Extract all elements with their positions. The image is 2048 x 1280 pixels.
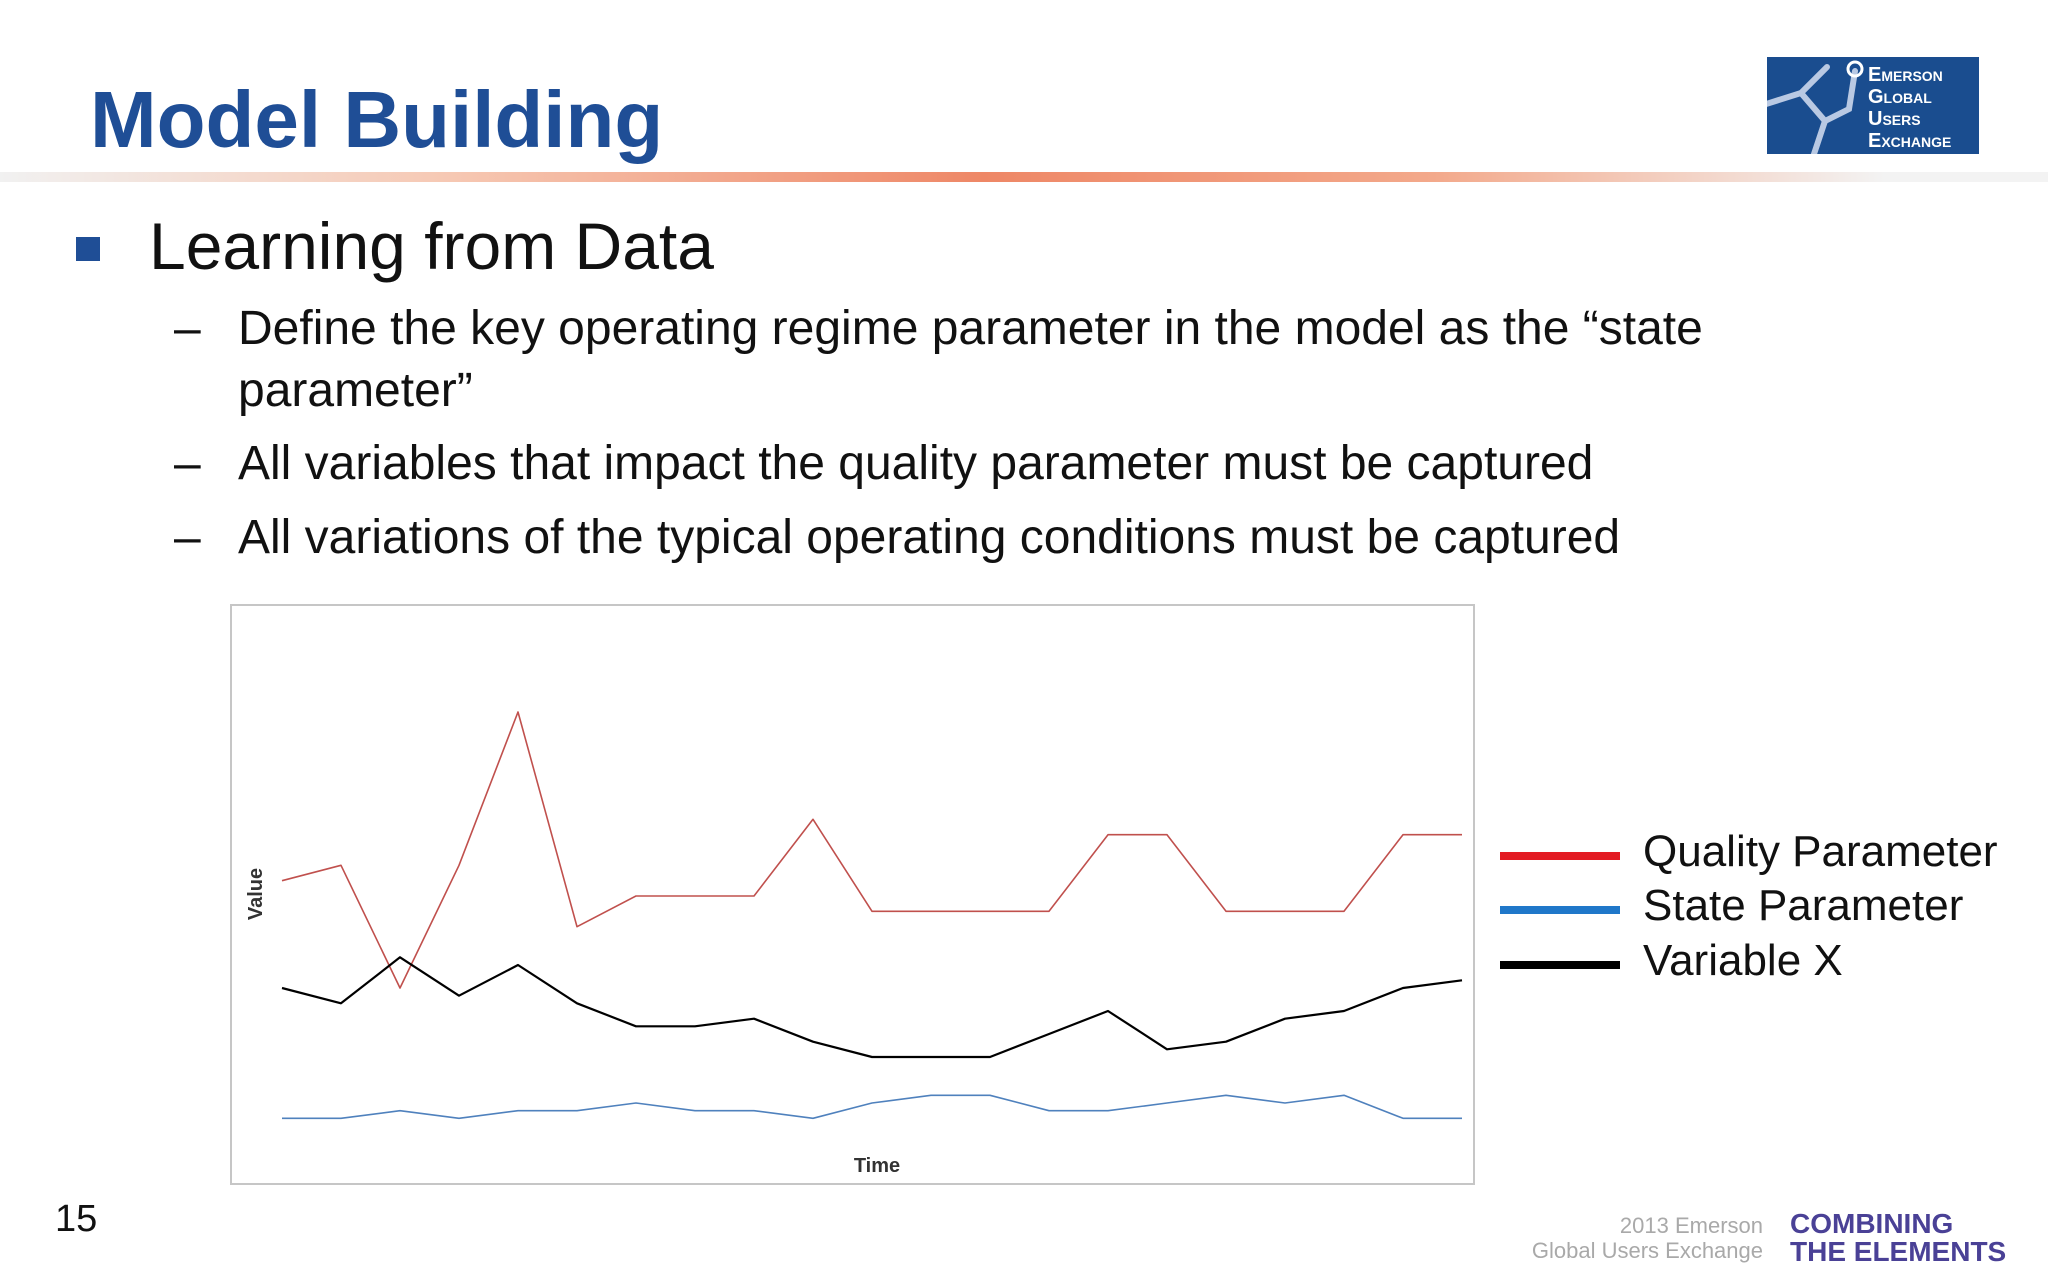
logo-wordmark: Emerson Global Users Exchange <box>1868 64 1951 152</box>
logo-line: Exchange <box>1868 130 1952 152</box>
page-number: 15 <box>55 1198 98 1240</box>
footer-big-line: THE ELEMENTS <box>1790 1236 2007 1267</box>
header-divider <box>0 172 2048 182</box>
series-line-state <box>282 1094 1462 1120</box>
legend-swatch-quality <box>1500 852 1620 860</box>
main-bullet: Learning from Data <box>149 209 714 283</box>
dash-marker: – <box>174 511 201 564</box>
time-series-chart: Value Time <box>230 604 1475 1185</box>
sub-bullet-1: Define the key operating regime paramete… <box>238 302 1703 417</box>
sub-bullet-2: All variables that impact the quality pa… <box>238 437 1594 490</box>
footer-small-line: 2013 Emerson <box>1619 1213 1763 1238</box>
dash-marker: – <box>174 437 201 490</box>
legend-item-state: State Parameter <box>1500 881 2040 935</box>
footer-big-line: COMBINING <box>1790 1208 1954 1239</box>
series-line-quality <box>281 711 1462 989</box>
legend-swatch-state <box>1500 906 1620 914</box>
sub-bullet-3: All variations of the typical operating … <box>238 511 1621 564</box>
logo-line: Global <box>1868 86 1932 108</box>
legend-label: Variable X <box>1643 936 1843 985</box>
emerson-logo: Emerson Global Users Exchange <box>1767 57 1979 154</box>
bullet-square-icon <box>76 237 100 261</box>
logo-line: Users <box>1868 108 1921 130</box>
series-layer <box>281 711 1463 1120</box>
series-line-variable <box>281 956 1463 1059</box>
slide-title: Model Building <box>90 75 664 164</box>
legend-label: Quality Parameter <box>1643 827 1998 876</box>
y-axis-label: Value <box>245 868 267 920</box>
legend-item-variable: Variable X <box>1500 936 2040 990</box>
legend-item-quality: Quality Parameter <box>1500 827 2040 881</box>
logo-molecule-icon <box>1767 60 1864 154</box>
dash-marker: – <box>174 302 201 355</box>
footer-small-line: Global Users Exchange <box>1531 1238 1763 1263</box>
legend-swatch-variable <box>1500 961 1620 969</box>
legend-label: State Parameter <box>1643 881 1964 930</box>
footer-branding: 2013 Emerson Global Users Exchange COMBI… <box>1532 1208 2010 1274</box>
x-axis-label: Time <box>854 1155 900 1177</box>
chart-canvas: Value Time <box>245 711 1463 1177</box>
logo-line: Emerson <box>1868 64 1943 86</box>
